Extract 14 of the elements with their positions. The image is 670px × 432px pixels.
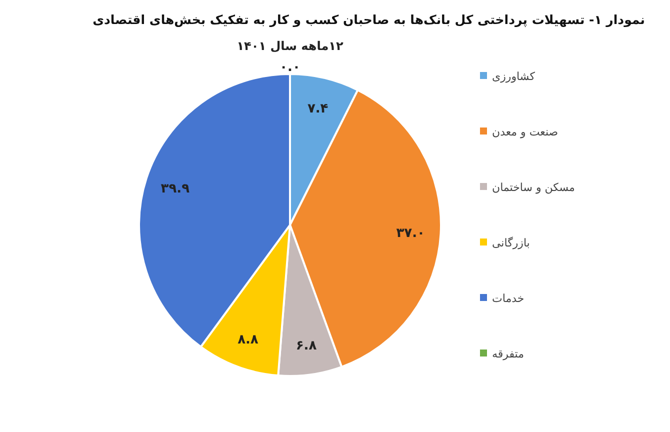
data-label: ۶.۸	[296, 338, 317, 354]
legend-label: کشاورزی	[492, 70, 536, 83]
legend-label: مسکن و ساختمان	[492, 181, 576, 194]
legend-label: خدمات	[492, 292, 524, 305]
data-label: ۳۷.۰	[396, 226, 425, 242]
legend-label: متفرقه	[492, 348, 524, 360]
data-label: ۸.۸	[238, 332, 258, 348]
legend-label: بازرگانی	[492, 236, 530, 250]
chart-subtitle: ۱۲ماهه سال ۱۴۰۱	[236, 39, 344, 53]
chart-title: نمودار ۱- تسهیلات پرداختی کل بانک‌ها به صاحبان کسب و کار به تفکیک بخش‌های اقتصادی	[92, 12, 645, 28]
data-label: ۳۹.۹	[160, 181, 190, 196]
text: ۰.۰	[280, 60, 300, 75]
legend-label: صنعت و معدن	[492, 126, 558, 138]
data-label: ۷.۴	[307, 101, 328, 116]
